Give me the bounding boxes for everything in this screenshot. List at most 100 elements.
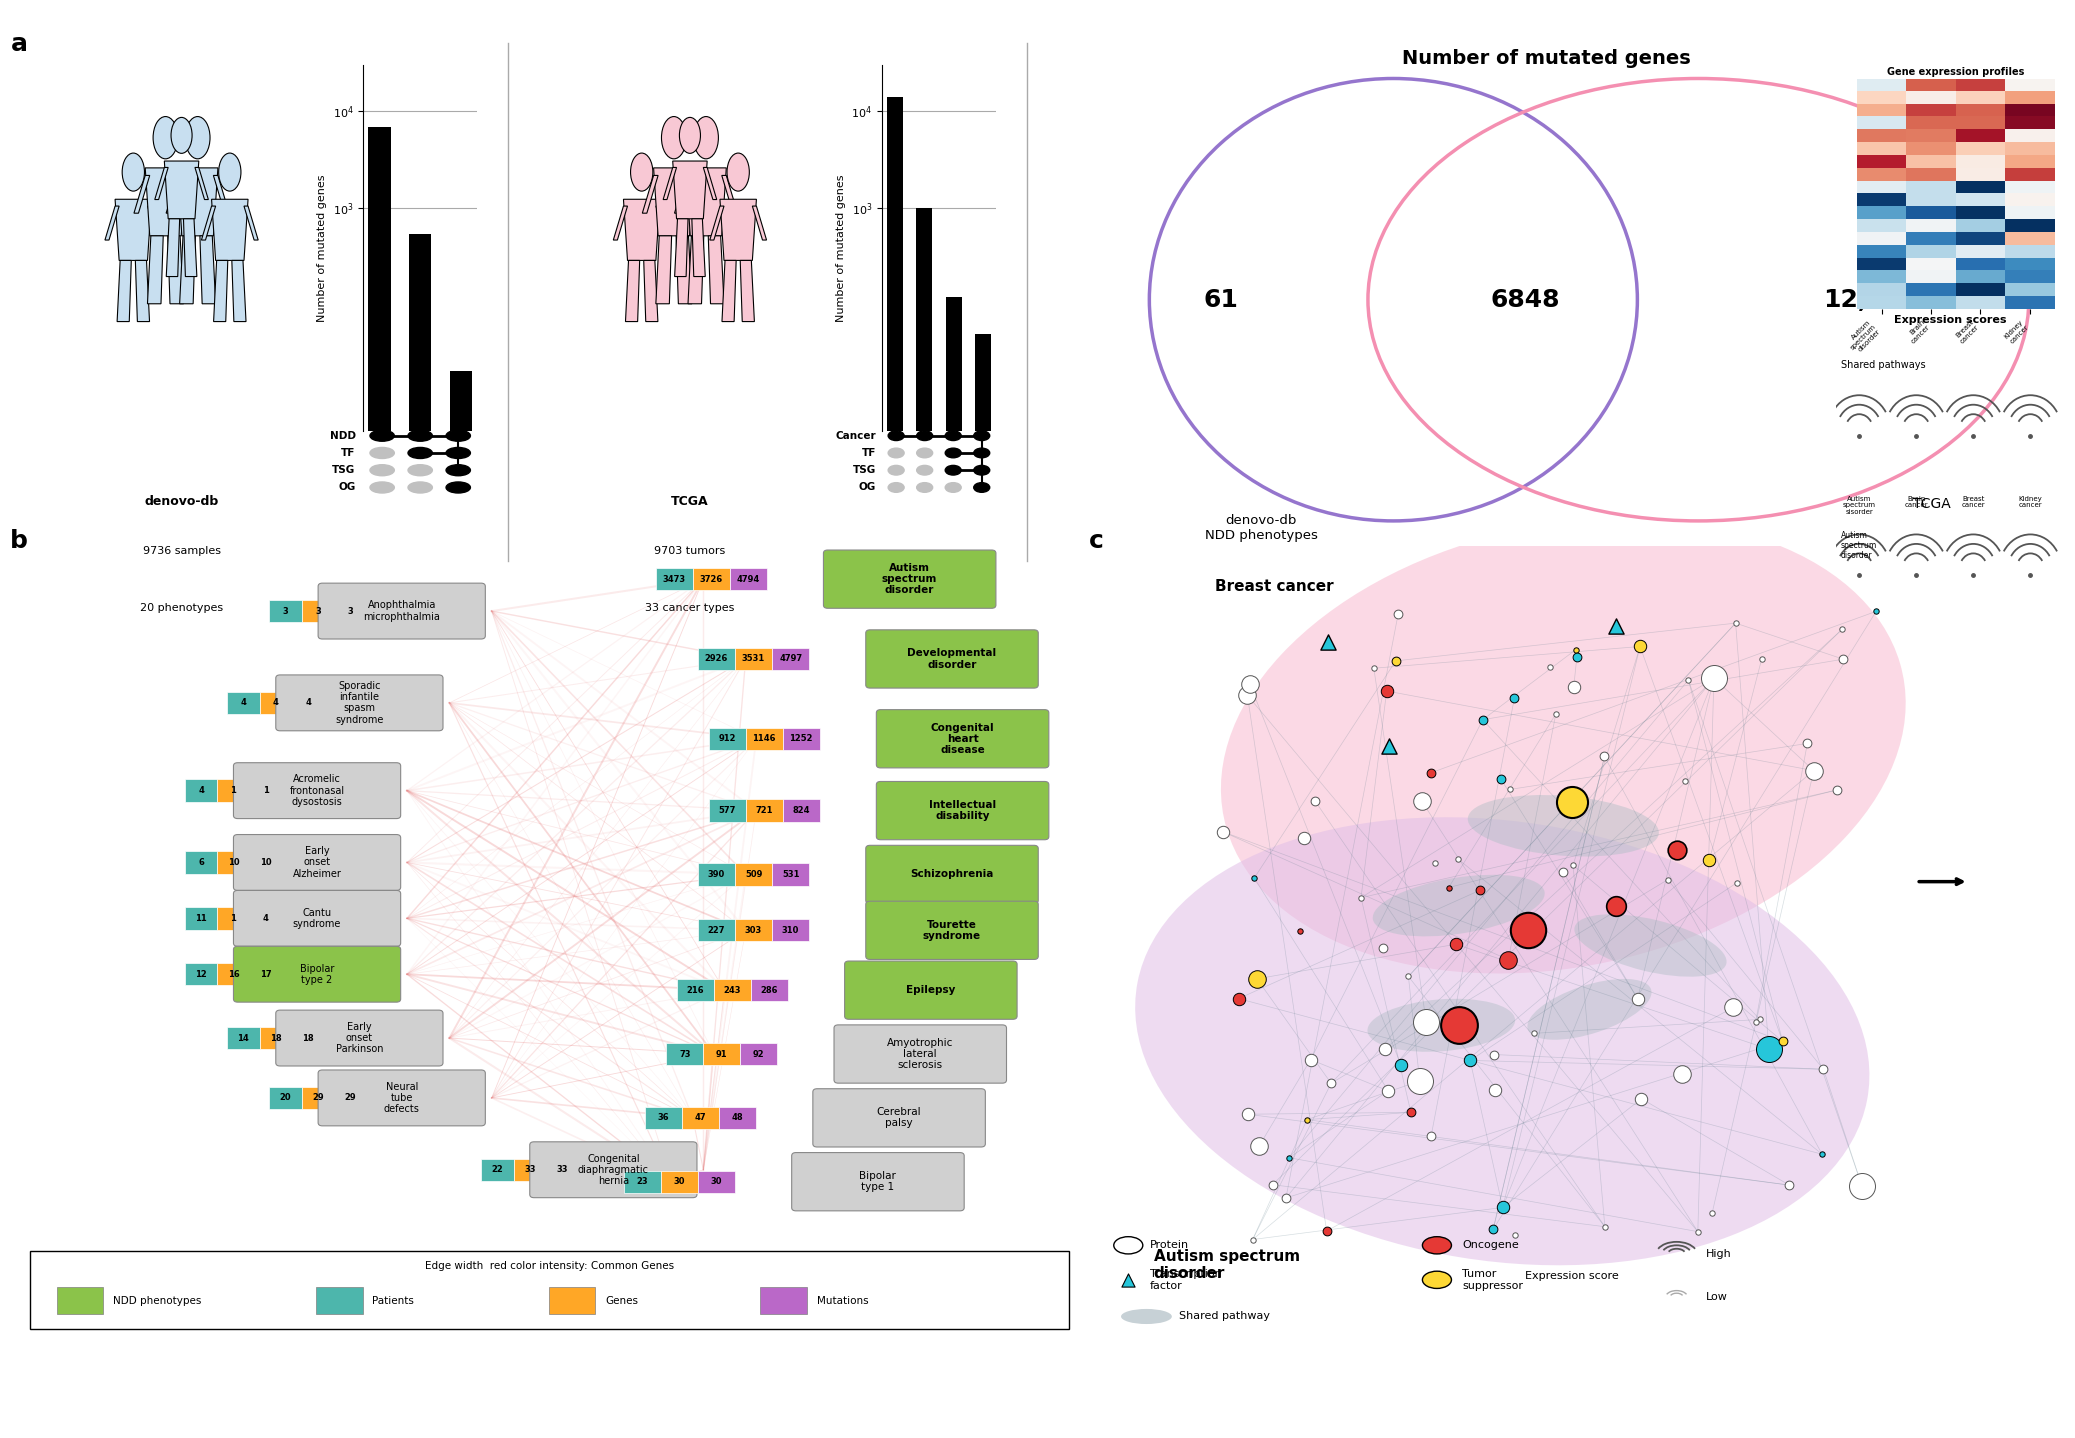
Text: TSG: TSG xyxy=(332,466,355,475)
Text: Early
onset
Alzheimer: Early onset Alzheimer xyxy=(293,847,342,879)
Text: 16: 16 xyxy=(228,969,239,979)
Point xyxy=(1716,995,1749,1018)
Point xyxy=(1284,919,1318,942)
Text: Autism spectrum
disorder: Autism spectrum disorder xyxy=(1154,1248,1299,1281)
Ellipse shape xyxy=(693,116,718,158)
Circle shape xyxy=(888,466,905,475)
Polygon shape xyxy=(741,260,755,322)
Text: Cancer: Cancer xyxy=(836,431,876,440)
Text: NDD: NDD xyxy=(330,431,355,440)
Text: 29: 29 xyxy=(313,1093,324,1103)
Text: Number of mutated genes: Number of mutated genes xyxy=(1401,49,1691,68)
Text: 91: 91 xyxy=(716,1050,728,1058)
Text: 29: 29 xyxy=(344,1093,357,1103)
FancyBboxPatch shape xyxy=(315,1287,363,1314)
Point xyxy=(1533,656,1567,679)
FancyBboxPatch shape xyxy=(226,692,259,715)
FancyBboxPatch shape xyxy=(234,890,400,946)
Circle shape xyxy=(446,430,471,441)
Polygon shape xyxy=(181,236,195,303)
Point xyxy=(1498,687,1531,710)
Circle shape xyxy=(973,431,990,440)
Point xyxy=(1384,1053,1417,1076)
Text: 30: 30 xyxy=(674,1178,685,1186)
Text: a: a xyxy=(10,32,27,56)
Text: 3: 3 xyxy=(349,607,353,615)
Text: Anophthalmia
microphthalmia: Anophthalmia microphthalmia xyxy=(363,601,440,621)
FancyBboxPatch shape xyxy=(276,674,442,731)
Circle shape xyxy=(973,449,990,457)
Ellipse shape xyxy=(1467,795,1658,857)
Text: 4: 4 xyxy=(264,913,270,923)
Text: Oncogene: Oncogene xyxy=(1463,1241,1519,1250)
Point xyxy=(1415,761,1448,784)
Text: 9703 tumors: 9703 tumors xyxy=(654,546,726,557)
Point xyxy=(1772,1173,1805,1196)
FancyBboxPatch shape xyxy=(697,919,735,942)
Text: Early
onset
Parkinson: Early onset Parkinson xyxy=(336,1022,384,1054)
Point xyxy=(1409,1011,1442,1034)
Circle shape xyxy=(888,431,905,440)
Y-axis label: Number of mutated genes: Number of mutated genes xyxy=(836,174,847,322)
Point xyxy=(1600,614,1633,637)
Polygon shape xyxy=(201,206,216,240)
Polygon shape xyxy=(674,175,691,213)
FancyBboxPatch shape xyxy=(226,1027,259,1050)
Circle shape xyxy=(369,464,394,476)
Polygon shape xyxy=(135,260,149,322)
Point xyxy=(1394,1102,1428,1125)
Text: Brain
cancer: Brain cancer xyxy=(1905,496,1928,508)
Polygon shape xyxy=(145,168,187,236)
FancyBboxPatch shape xyxy=(529,1142,697,1198)
Text: Amyotrophic
lateral
sclerosis: Amyotrophic lateral sclerosis xyxy=(888,1038,952,1070)
Point xyxy=(1672,669,1706,692)
Circle shape xyxy=(946,431,961,440)
Circle shape xyxy=(946,483,961,492)
Point xyxy=(1403,1070,1436,1093)
Text: 509: 509 xyxy=(745,870,762,879)
Polygon shape xyxy=(176,168,218,236)
Polygon shape xyxy=(212,200,249,260)
Ellipse shape xyxy=(1527,979,1652,1040)
Point xyxy=(1697,667,1731,690)
Circle shape xyxy=(888,483,905,492)
Circle shape xyxy=(917,483,932,492)
Text: 17: 17 xyxy=(259,969,272,979)
Point xyxy=(1230,1103,1264,1126)
Point xyxy=(1295,1048,1328,1071)
Text: Cerebral
palsy: Cerebral palsy xyxy=(878,1107,921,1129)
Polygon shape xyxy=(195,167,208,200)
Text: 10: 10 xyxy=(259,858,272,867)
FancyBboxPatch shape xyxy=(720,1107,755,1129)
Circle shape xyxy=(446,464,471,476)
Point xyxy=(1311,631,1345,654)
Polygon shape xyxy=(245,206,257,240)
Point xyxy=(1405,789,1438,812)
Point xyxy=(1720,871,1753,894)
FancyBboxPatch shape xyxy=(185,907,218,929)
Text: Kidney
cancer: Kidney cancer xyxy=(2019,496,2042,508)
FancyBboxPatch shape xyxy=(834,1025,1006,1083)
Circle shape xyxy=(946,449,961,457)
Point xyxy=(1112,1268,1145,1291)
Polygon shape xyxy=(643,260,658,322)
Text: 1146: 1146 xyxy=(753,735,776,743)
Text: TSG: TSG xyxy=(853,466,876,475)
Point xyxy=(1237,1228,1270,1251)
Text: 18: 18 xyxy=(303,1034,313,1043)
Point xyxy=(1286,827,1320,850)
Polygon shape xyxy=(656,206,670,240)
Circle shape xyxy=(917,449,932,457)
Text: TF: TF xyxy=(861,449,876,457)
Text: denovo-db
NDD phenotypes: denovo-db NDD phenotypes xyxy=(1206,515,1318,542)
Text: TCGA: TCGA xyxy=(670,495,710,508)
FancyBboxPatch shape xyxy=(234,834,400,890)
Point xyxy=(1743,1008,1776,1031)
FancyBboxPatch shape xyxy=(703,1043,741,1066)
FancyBboxPatch shape xyxy=(865,902,1038,959)
Point xyxy=(1791,732,1824,755)
FancyBboxPatch shape xyxy=(625,1171,662,1194)
Point xyxy=(1556,791,1589,814)
FancyBboxPatch shape xyxy=(513,1159,546,1181)
Point xyxy=(1415,1125,1448,1148)
